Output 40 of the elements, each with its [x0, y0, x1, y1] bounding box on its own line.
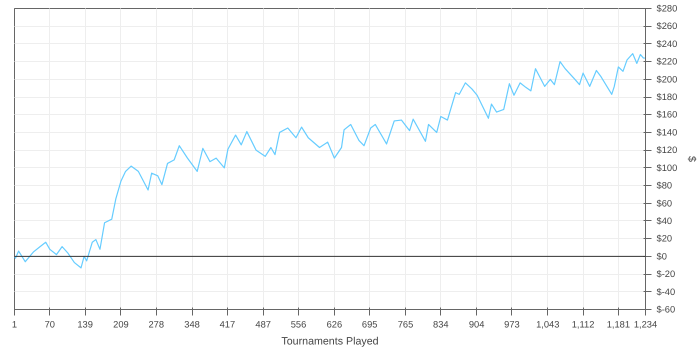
line-series	[14, 53, 646, 268]
x-tick-label: 556	[290, 320, 306, 330]
x-tick-label: 973	[504, 320, 520, 330]
y-tick-label: $60	[656, 198, 672, 208]
x-tick-label: 834	[433, 320, 449, 330]
x-axis-title: Tournaments Played	[281, 336, 379, 348]
x-tick-label: 348	[184, 320, 200, 330]
y-axis-title: $	[685, 156, 698, 162]
x-tick-label: 278	[148, 320, 164, 330]
y-tick-label: $80	[656, 180, 672, 191]
y-tick-label: $160	[656, 110, 678, 120]
y-tick-label: $140	[656, 127, 678, 138]
x-tick-label: 1,112	[572, 320, 594, 330]
x-tick-label: 1	[12, 320, 18, 330]
x-tick-label: 70	[44, 320, 56, 330]
y-tick-label: $200	[656, 74, 678, 84]
x-tick-label: 626	[326, 320, 342, 330]
y-tick-label: $20	[656, 234, 672, 244]
x-tick-label: 417	[220, 320, 236, 330]
y-tick-label: $260	[656, 21, 678, 32]
x-tick-label: 1,234	[634, 320, 658, 330]
y-tick-label: $40	[656, 216, 672, 226]
y-tick-label: $220	[656, 56, 678, 67]
x-tick-label: 1,043	[536, 320, 560, 330]
y-tick-label: $280	[656, 4, 678, 14]
x-tick-label: 487	[255, 320, 272, 330]
y-tick-label: $-60	[656, 304, 676, 314]
y-tick-label: $180	[656, 92, 678, 102]
y-tick-label: $-20	[656, 269, 676, 280]
x-tick-label: 765	[398, 320, 414, 330]
x-tick-label: 209	[113, 320, 129, 330]
y-tick-label: $0	[656, 251, 667, 262]
y-tick-label: $120	[656, 145, 678, 156]
x-tick-label: 695	[362, 320, 378, 330]
y-tick-label: $100	[656, 162, 678, 173]
y-tick-label: $240	[656, 38, 678, 49]
x-tick-label: 139	[77, 320, 93, 330]
x-tick-label: 1,181	[606, 320, 630, 330]
x-tick-label: 904	[468, 320, 484, 330]
y-tick-label: $-40	[656, 286, 676, 297]
